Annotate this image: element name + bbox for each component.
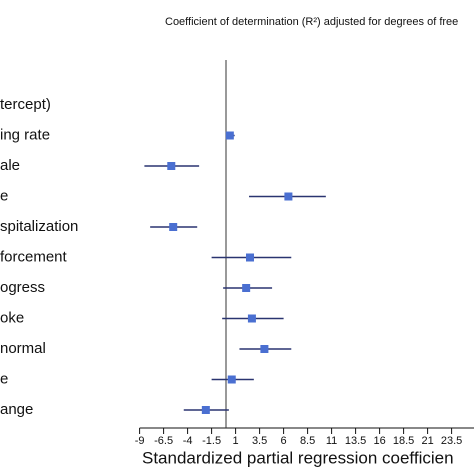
row-label: forcement (0, 248, 68, 265)
x-axis-label: Standardized partial regression coeffici… (142, 448, 454, 467)
x-tick-label: 23.5 (441, 435, 462, 447)
row-label: spitalization (0, 218, 78, 235)
point (246, 253, 254, 262)
point (260, 345, 269, 353)
x-tick-label: 16 (373, 435, 385, 447)
point (225, 131, 234, 140)
row-label: e (0, 370, 8, 387)
point (247, 314, 256, 323)
chart-title: Coefficient of determination (R²) adjust… (165, 16, 458, 28)
point (201, 406, 210, 414)
row-label: oke (0, 309, 24, 326)
row-label: tercept) (0, 96, 51, 113)
row-label: e (0, 187, 8, 204)
x-tick-label: -6.5 (154, 435, 173, 447)
x-tick-label: 3.5 (252, 435, 267, 447)
x-tick-label: 11 (326, 435, 337, 447)
point (227, 375, 236, 384)
point (284, 192, 293, 201)
x-tick-label: -4 (183, 435, 193, 447)
x-tick-label: -1.5 (202, 435, 221, 447)
x-tick-label: 18.5 (393, 435, 414, 447)
x-tick-label: 6 (281, 435, 287, 447)
point (167, 162, 176, 170)
point (242, 284, 251, 292)
point (169, 223, 178, 231)
row-label: ale (0, 157, 20, 174)
x-tick-label: 21 (421, 435, 433, 447)
row-label: normal (0, 340, 46, 357)
x-tick-label: -9 (135, 435, 145, 447)
x-tick-label: 1 (233, 435, 239, 447)
x-tick-label: 13.5 (345, 435, 366, 447)
row-label: ange (0, 401, 33, 418)
row-label: ogress (0, 279, 45, 296)
row-label: ing rate (0, 126, 50, 143)
x-tick-label: 8.5 (300, 435, 315, 447)
